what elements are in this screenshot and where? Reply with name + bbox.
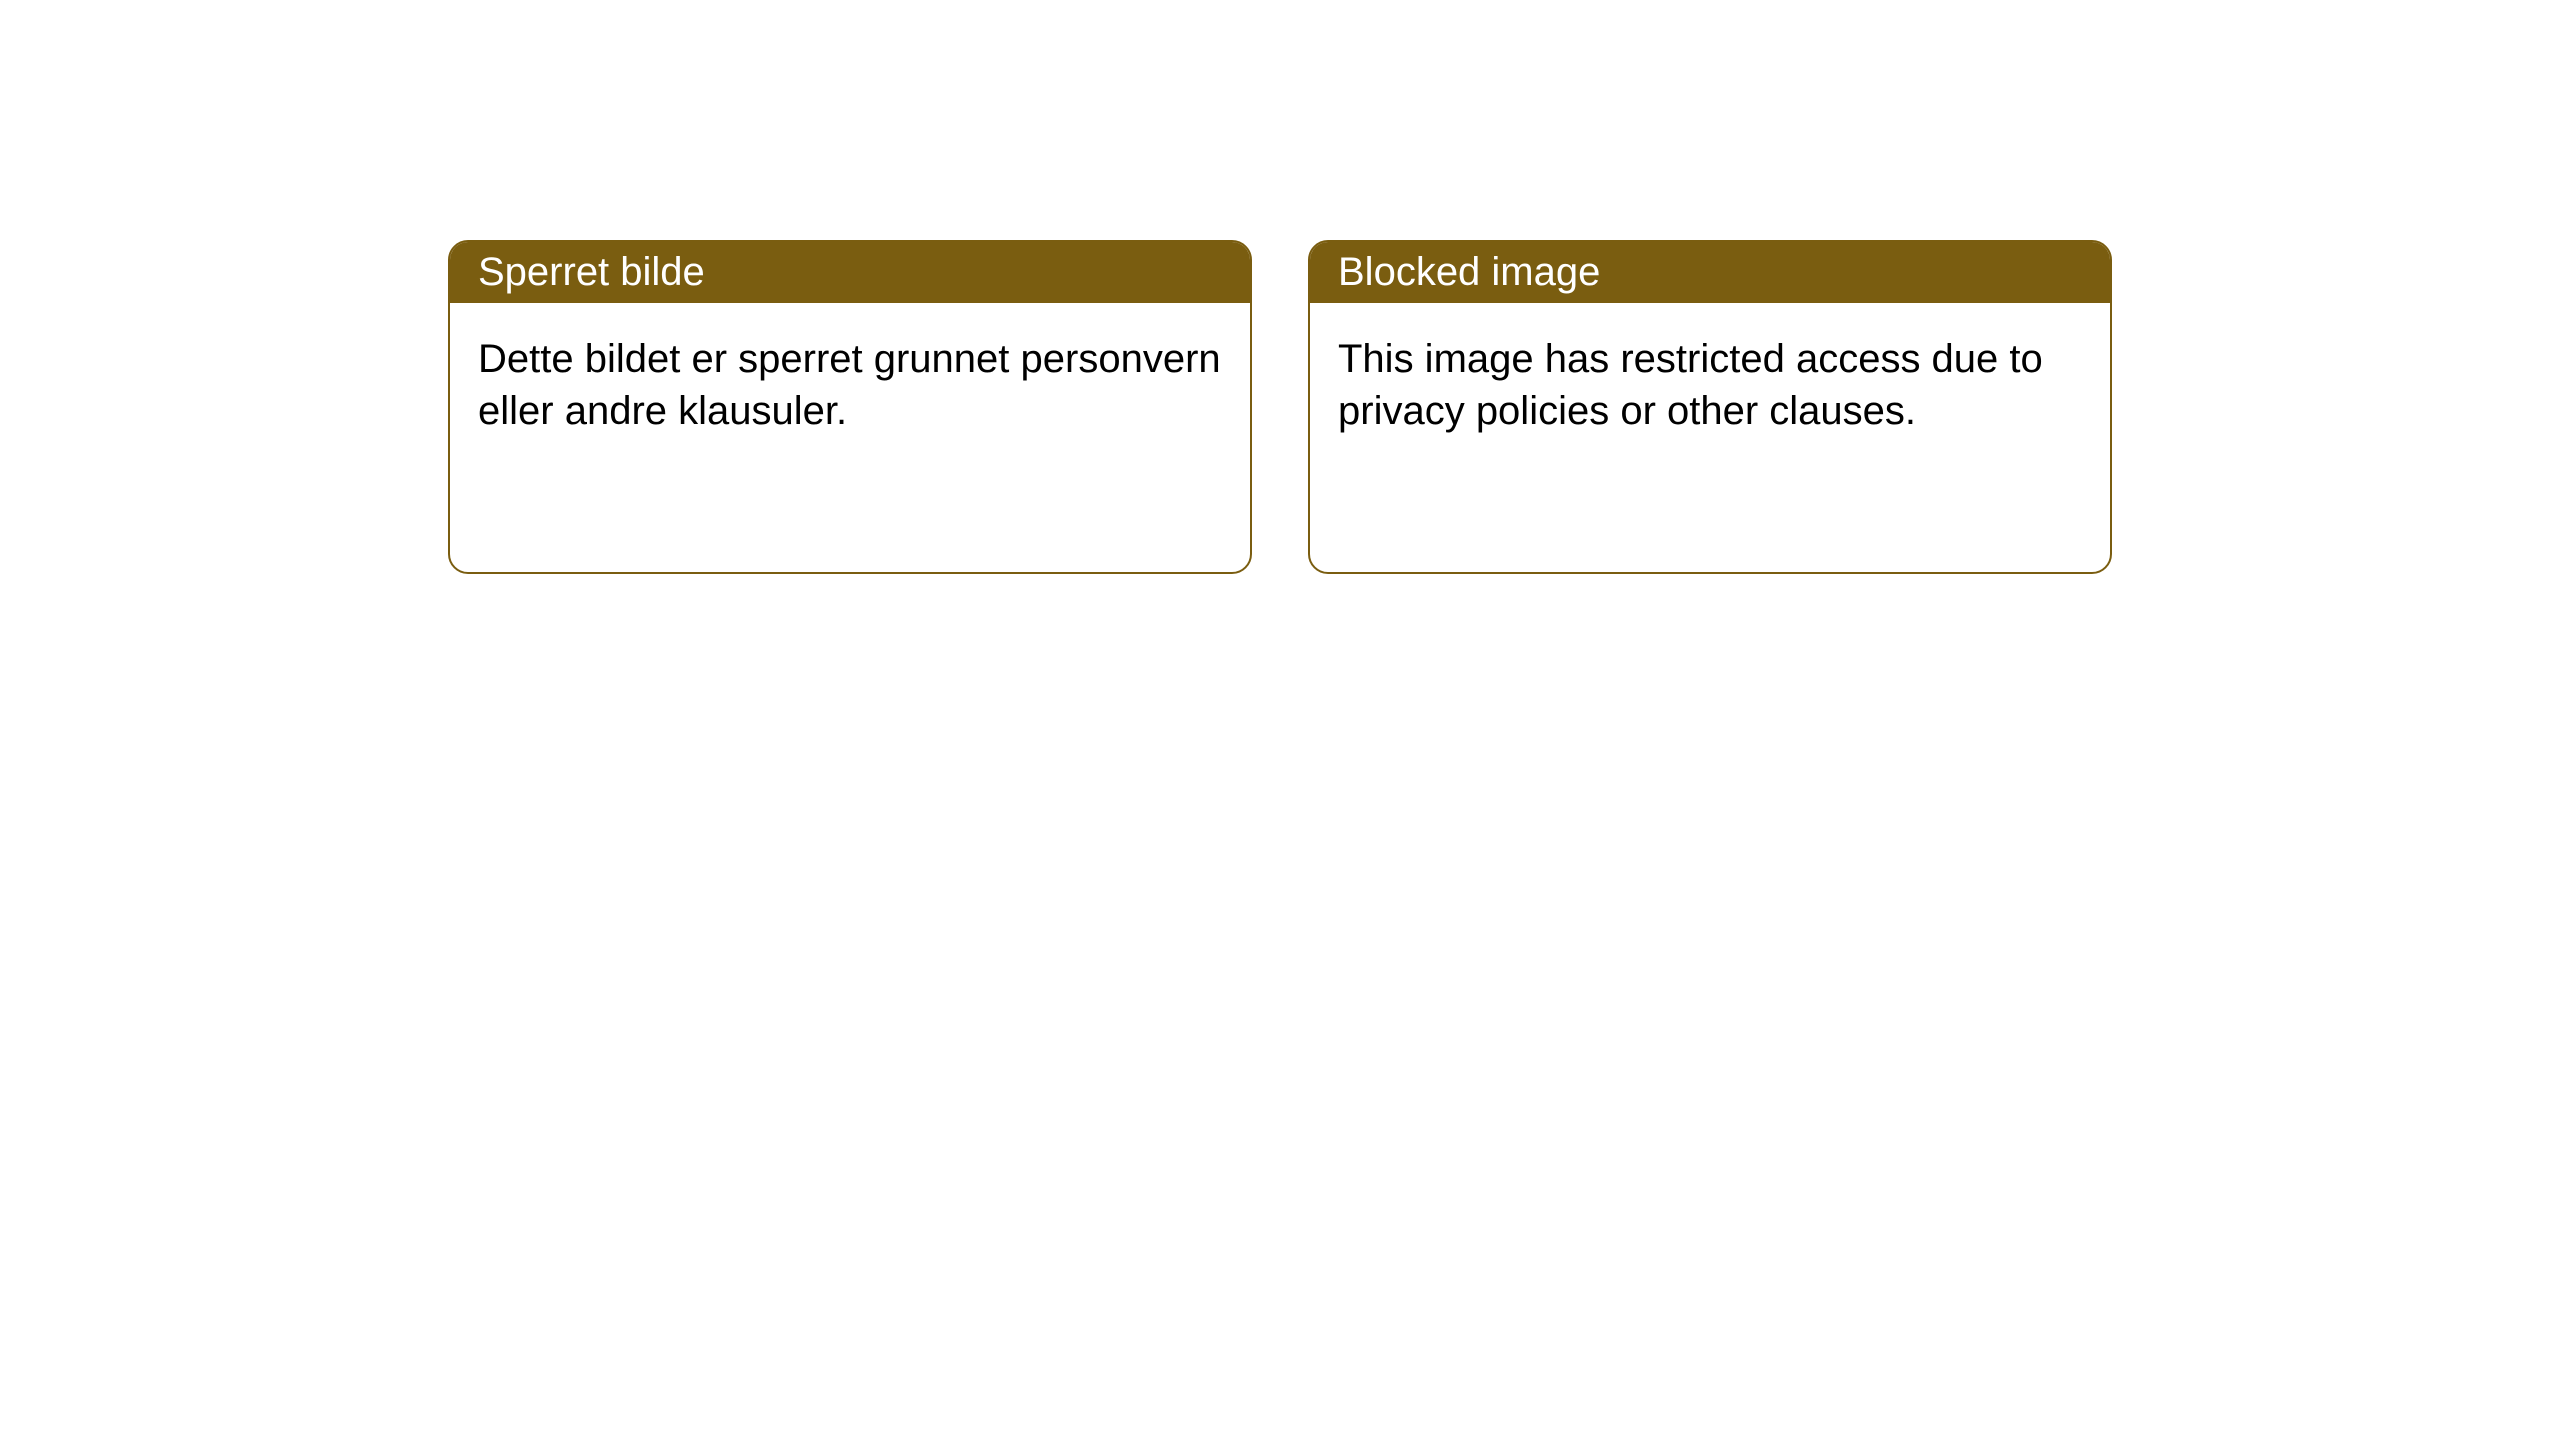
notice-header: Sperret bilde [450,242,1250,303]
notice-title: Blocked image [1338,250,1600,294]
notice-card-no: Sperret bilde Dette bildet er sperret gr… [448,240,1252,574]
notice-container: Sperret bilde Dette bildet er sperret gr… [0,0,2560,574]
notice-body-text: Dette bildet er sperret grunnet personve… [478,337,1221,433]
notice-body: Dette bildet er sperret grunnet personve… [450,303,1250,467]
notice-card-en: Blocked image This image has restricted … [1308,240,2112,574]
notice-body: This image has restricted access due to … [1310,303,2110,467]
notice-body-text: This image has restricted access due to … [1338,337,2043,433]
notice-title: Sperret bilde [478,250,705,294]
notice-header: Blocked image [1310,242,2110,303]
